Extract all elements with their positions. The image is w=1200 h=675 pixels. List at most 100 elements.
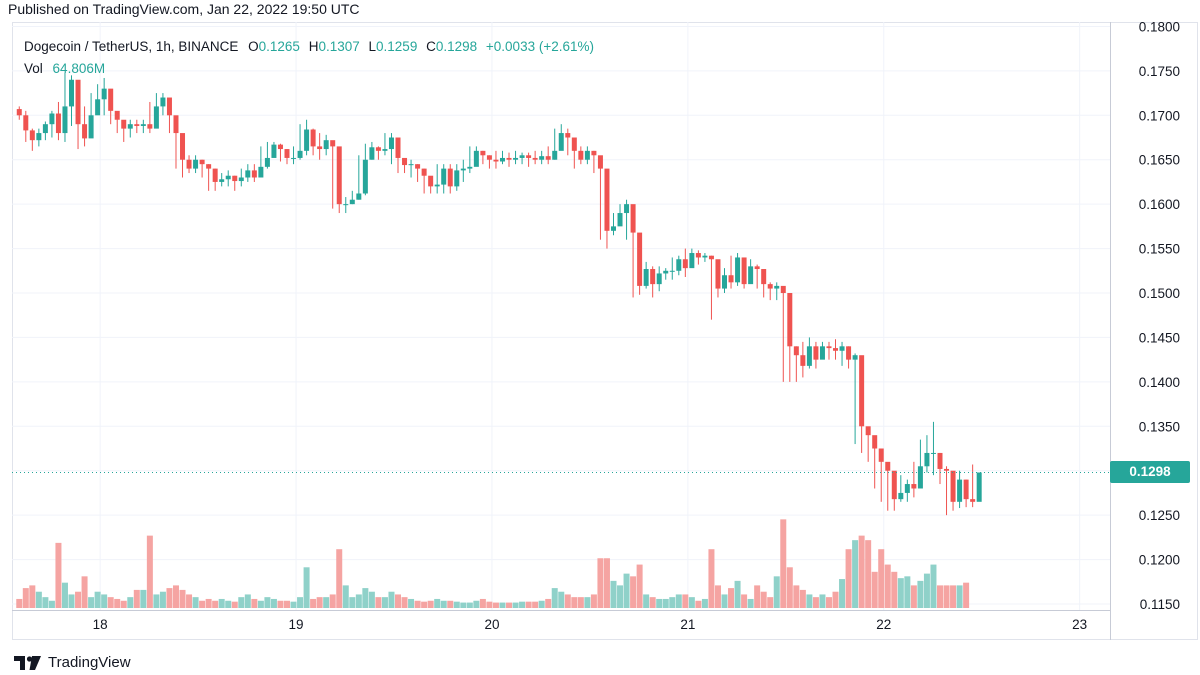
- volume-bar: [375, 597, 382, 608]
- price-chart[interactable]: 0.1800 0.1750 0.1700 0.1650 0.1600 0.1550 0.15…: [12, 22, 1198, 640]
- candle-body: [728, 275, 734, 283]
- candle-body: [199, 159, 205, 165]
- volume-bar: [362, 588, 369, 608]
- candle-body: [264, 157, 270, 167]
- candle-body: [689, 253, 695, 269]
- candle-body: [891, 470, 897, 500]
- candle-body: [245, 170, 251, 178]
- volume-bar: [806, 594, 813, 608]
- volume-bar: [310, 598, 317, 608]
- volume-bar: [270, 598, 277, 608]
- volume-bar: [140, 589, 147, 608]
- volume-bar: [388, 591, 395, 608]
- candle-body: [787, 293, 793, 347]
- volume-bar: [244, 594, 251, 608]
- volume-bar: [845, 549, 852, 608]
- y-tick-label: 0.1400: [1139, 375, 1180, 390]
- volume-bar: [832, 591, 839, 608]
- candle-body: [819, 346, 825, 360]
- volume-bar: [212, 600, 219, 608]
- candle-body: [23, 115, 29, 131]
- volume-bar: [381, 597, 388, 608]
- volume-bar: [94, 591, 101, 608]
- candle-body: [930, 452, 936, 454]
- volume-bar: [329, 594, 336, 608]
- footer-brand[interactable]: TradingView: [14, 654, 131, 671]
- candle-body: [421, 168, 427, 176]
- candle-body: [735, 257, 741, 283]
- volume-bar: [551, 588, 558, 608]
- tradingview-logo-icon: [14, 655, 41, 670]
- chart-area[interactable]: 0.1800 0.1750 0.1700 0.1650 0.1600 0.1550 0.15…: [12, 22, 1198, 640]
- volume-bar: [492, 602, 499, 608]
- volume-bar: [316, 597, 323, 608]
- volume-bar: [584, 597, 591, 608]
- volume-bar: [506, 602, 513, 608]
- volume-bar: [414, 600, 421, 608]
- volume-bar: [780, 519, 787, 608]
- volume-bar: [251, 598, 258, 608]
- candle-body: [206, 164, 212, 169]
- legend-ohlc-row: Dogecoin / TetherUS, 1h, BINANCE O0.1265…: [24, 36, 594, 58]
- candle-body: [774, 285, 780, 289]
- candle-body: [584, 150, 590, 160]
- candle-body: [382, 149, 388, 151]
- candle-body: [624, 204, 630, 214]
- candle-body: [571, 137, 577, 151]
- candle-body: [88, 115, 94, 139]
- volume-bar: [786, 567, 793, 608]
- volume-bar: [754, 585, 761, 608]
- volume-bar: [701, 598, 708, 608]
- volume-bar: [283, 600, 290, 608]
- volume-bar: [68, 594, 75, 608]
- volume-bar: [486, 601, 493, 608]
- candle-body: [108, 88, 114, 111]
- volume-bar: [682, 594, 689, 608]
- legend-high-value: 0.1307: [318, 39, 360, 54]
- candle-body: [617, 213, 623, 227]
- candle-body: [604, 168, 610, 231]
- candle-body: [349, 199, 355, 205]
- candle-body: [839, 346, 845, 351]
- candle-body: [356, 193, 362, 200]
- volume-bar: [368, 591, 375, 608]
- volume-bar: [159, 591, 166, 608]
- y-tick-label: 0.1650: [1139, 153, 1180, 168]
- candle-body: [166, 97, 172, 116]
- volume-bar: [884, 564, 891, 608]
- volume-bar: [29, 585, 36, 608]
- candle-body: [134, 124, 140, 126]
- chart-legend: Dogecoin / TetherUS, 1h, BINANCE O0.1265…: [24, 36, 594, 80]
- volume-bar: [186, 594, 193, 608]
- y-tick-label: 0.1800: [1139, 22, 1180, 34]
- x-tick-label: 21: [680, 617, 695, 632]
- volume-bar: [799, 589, 806, 608]
- candle-body: [473, 150, 479, 167]
- candle-body: [486, 155, 492, 160]
- candle-body: [402, 157, 408, 166]
- volume-bar: [81, 576, 88, 608]
- candle-body: [539, 156, 545, 160]
- candle-body: [95, 99, 101, 116]
- candle-body: [271, 144, 277, 158]
- candle-body: [663, 270, 669, 274]
- candle-body: [29, 130, 35, 141]
- volume-bar: [264, 597, 271, 608]
- candle-body: [460, 168, 466, 171]
- candle-body: [225, 175, 231, 180]
- volume-bar: [852, 540, 859, 608]
- volume-bar: [532, 601, 539, 608]
- candle-body: [637, 232, 643, 286]
- x-tick-label: 18: [93, 617, 108, 632]
- candle-body: [767, 284, 773, 289]
- volume-bar: [936, 585, 943, 608]
- candle-body: [761, 269, 767, 285]
- volume-bar: [871, 571, 878, 608]
- candle-body: [793, 346, 799, 356]
- candle-body: [277, 144, 283, 150]
- candle-body: [62, 106, 68, 134]
- candle-body: [284, 149, 290, 158]
- volume-bar: [636, 564, 643, 608]
- volume-bar: [146, 535, 153, 608]
- candle-body: [180, 133, 186, 160]
